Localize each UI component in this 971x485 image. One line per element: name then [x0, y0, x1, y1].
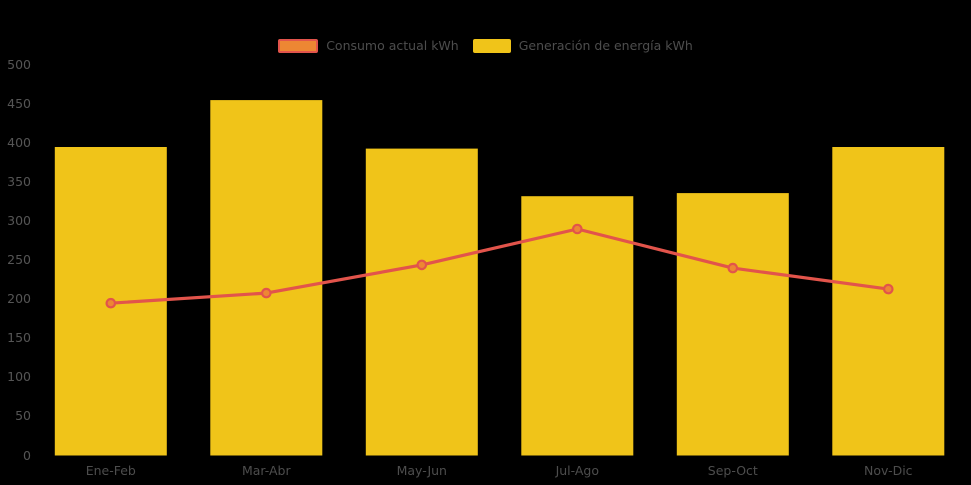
y-axis-label-350: 350 — [7, 174, 31, 190]
bar-series-swatch-icon — [472, 38, 511, 53]
y-axis-label-450: 450 — [7, 96, 31, 112]
x-axis-label-Ene-Feb: Ene-Feb — [85, 463, 136, 478]
y-axis-label-100: 100 — [7, 369, 31, 385]
data-point-Ene-Feb — [105, 297, 117, 309]
data-point-Sep-Oct — [727, 262, 739, 274]
legend-label-generacion-energia: Generación de energía kWh — [518, 38, 693, 53]
bar-Nov-Dic — [832, 147, 945, 456]
bar-Mar-Abr — [210, 100, 323, 456]
data-point-May-Jun — [416, 259, 428, 271]
x-axis-label-Mar-Abr: Mar-Abr — [241, 463, 291, 478]
line-series-swatch-icon — [278, 38, 319, 53]
y-axis-label-250: 250 — [7, 252, 31, 268]
legend-item-generacion-energia[interactable]: Generación de energía kWh — [472, 38, 693, 53]
consumption-line — [109, 227, 890, 305]
legend-item-consumo-actual[interactable]: Consumo actual kWh — [278, 38, 459, 53]
bar-May-Jun — [365, 148, 478, 456]
y-axis-label-150: 150 — [7, 330, 31, 346]
bar-Sep-Oct — [676, 193, 789, 456]
y-axis-label-200: 200 — [7, 291, 31, 307]
data-point-Nov-Dic — [882, 283, 894, 295]
x-axis-label-Nov-Dic: Nov-Dic — [864, 463, 913, 478]
legend-label-consumo-actual: Consumo actual kWh — [326, 38, 459, 53]
x-axis-label-Jul-Ago: Jul-Ago — [555, 463, 600, 478]
y-axis-label-500: 500 — [7, 57, 31, 72]
data-point-Mar-Abr — [260, 287, 272, 299]
y-axis-label-0: 0 — [23, 447, 31, 463]
bar-Jul-Ago — [521, 196, 634, 456]
data-point-Jul-Ago — [571, 223, 583, 235]
y-axis-label-300: 300 — [7, 213, 31, 229]
chart-legend: Consumo actual kWh Generación de energía… — [0, 38, 971, 53]
x-axis-label-Sep-Oct: Sep-Oct — [707, 463, 758, 478]
y-axis-label-400: 400 — [7, 135, 31, 151]
x-axis-label-May-Jun: May-Jun — [396, 463, 447, 478]
y-axis-label-50: 50 — [15, 408, 31, 424]
